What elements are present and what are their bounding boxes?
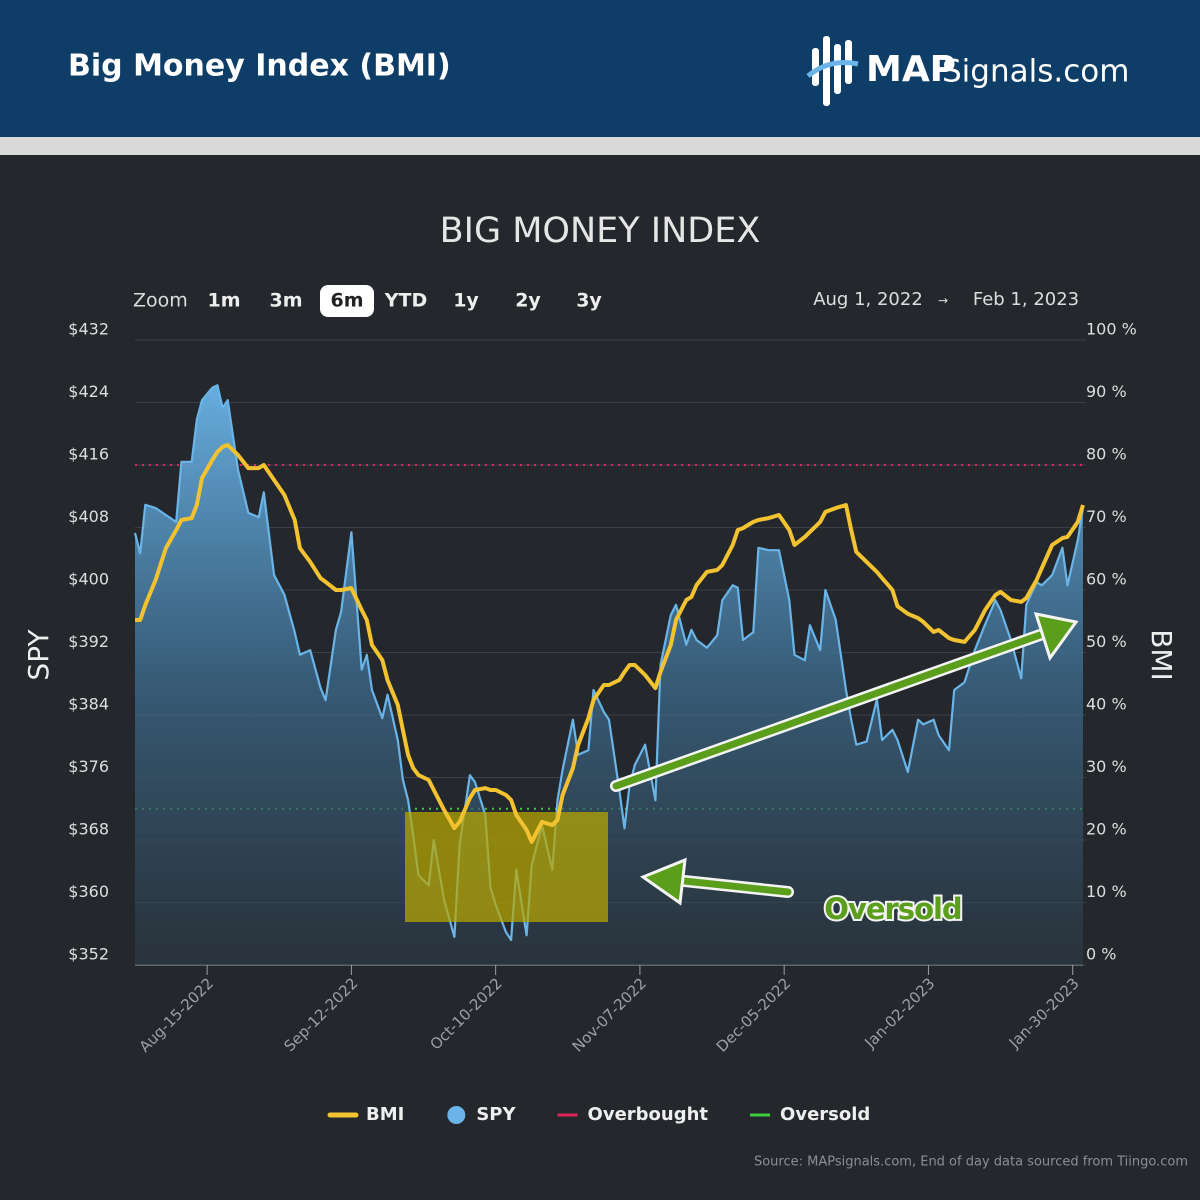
y-tick-label: $400 bbox=[68, 570, 109, 589]
arrow-head bbox=[639, 857, 687, 906]
y2-tick-label: 10 % bbox=[1086, 882, 1127, 901]
header-bar bbox=[0, 0, 1200, 137]
y-tick-label: $424 bbox=[68, 382, 109, 401]
legend-label[interactable]: SPY bbox=[476, 1104, 516, 1125]
y2-tick-label: 30 % bbox=[1086, 757, 1127, 776]
zoom-button[interactable]: YTD bbox=[384, 290, 428, 312]
legend-marker bbox=[447, 1106, 466, 1124]
logo: MAP Signals.com bbox=[806, 36, 1129, 106]
logo-bar bbox=[823, 36, 830, 106]
y-tick-label: $408 bbox=[68, 507, 109, 526]
range-from[interactable]: Aug 1, 2022 bbox=[813, 289, 923, 310]
arrow-shaft bbox=[671, 876, 792, 896]
logo-bar bbox=[812, 48, 819, 86]
y2-tick-label: 20 % bbox=[1086, 820, 1127, 839]
line bbox=[133, 384, 1085, 942]
y-axis-title: SPY bbox=[22, 629, 55, 681]
y2-tick-label: 50 % bbox=[1086, 632, 1127, 651]
zoom-button[interactable]: 3y bbox=[576, 290, 602, 312]
zoom-button[interactable]: 1y bbox=[453, 290, 479, 312]
zoom-buttons: 1m 3m 6m YTD 1y 2y 3y bbox=[207, 285, 602, 317]
logo-text-bold: MAP bbox=[866, 49, 956, 90]
oversold-highlight bbox=[405, 812, 608, 922]
y2-tick-label: 60 % bbox=[1086, 570, 1127, 589]
y2-tick-label: 70 % bbox=[1086, 507, 1127, 526]
page-title: Big Money Index (BMI) bbox=[68, 49, 451, 84]
plot-front bbox=[135, 443, 1085, 844]
legend-label[interactable]: BMI bbox=[366, 1104, 404, 1125]
legend-label[interactable]: Oversold bbox=[780, 1104, 870, 1125]
y2-tick-label: 100 % bbox=[1086, 320, 1137, 339]
y2-tick-label: 80 % bbox=[1086, 445, 1127, 464]
zoom-button[interactable]: 2y bbox=[515, 290, 541, 312]
y-tick-label: $352 bbox=[68, 945, 109, 964]
range-arrow: → bbox=[938, 294, 948, 308]
line bbox=[135, 443, 1085, 844]
zoom-button[interactable]: 3m bbox=[269, 290, 302, 312]
arrow-head bbox=[1033, 612, 1079, 662]
range-to[interactable]: Feb 1, 2023 bbox=[973, 289, 1079, 310]
y2-tick-label: 40 % bbox=[1086, 695, 1127, 714]
zoom-label: Zoom bbox=[133, 290, 188, 312]
y-tick-label: $376 bbox=[68, 757, 109, 776]
y-tick-label: $360 bbox=[68, 882, 109, 901]
y2-axis-title: BMI bbox=[1145, 629, 1178, 681]
y-tick-label: $416 bbox=[68, 445, 109, 464]
logo-swoosh bbox=[806, 60, 859, 78]
area bbox=[135, 385, 1083, 965]
zoom-button[interactable]: 1m bbox=[207, 290, 240, 312]
zoom-button[interactable]: 6m bbox=[330, 290, 363, 312]
y-tick-label: $432 bbox=[68, 320, 109, 339]
arrow-shaft bbox=[612, 631, 1044, 790]
source-note: Source: MAPsignals.com, End of day data … bbox=[754, 1155, 1188, 1170]
chart-title: BIG MONEY INDEX bbox=[440, 211, 761, 251]
legend-label[interactable]: Overbought bbox=[588, 1104, 709, 1125]
zoom-button-selected-bg bbox=[320, 285, 374, 317]
annotation: Oversold bbox=[824, 892, 961, 926]
y2-tick-label: 90 % bbox=[1086, 382, 1127, 401]
arrows bbox=[610, 612, 1079, 906]
header-divider bbox=[0, 137, 1200, 155]
legend: BMI SPY Overbought Oversold bbox=[327, 1104, 870, 1125]
logo-bar bbox=[834, 44, 841, 94]
y2-tick-label: 0 % bbox=[1086, 945, 1116, 964]
y-tick-label: $392 bbox=[68, 632, 109, 651]
logo-text: Signals.com bbox=[942, 54, 1129, 90]
y-tick-label: $368 bbox=[68, 820, 109, 839]
y-tick-label: $384 bbox=[68, 695, 109, 714]
